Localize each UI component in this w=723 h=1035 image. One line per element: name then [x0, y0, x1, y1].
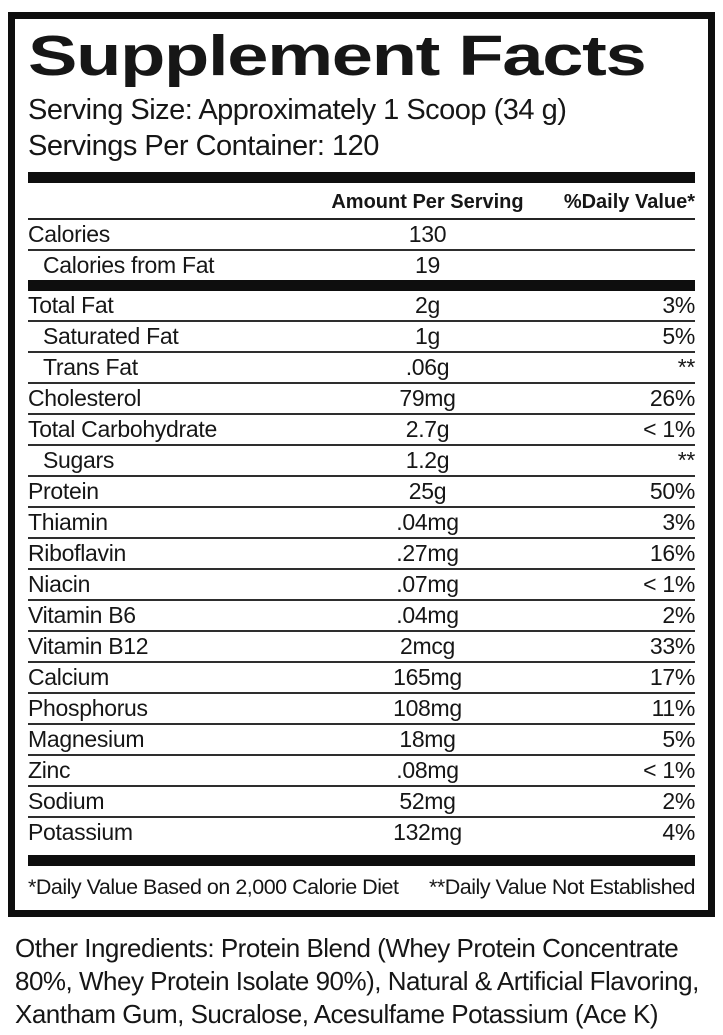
nutrient-amount: 2.7g [405, 415, 450, 442]
nutrient-amount: 52mg [399, 787, 456, 814]
nutrient-daily-value: < 1% [643, 415, 695, 442]
other-ingredients-text: Other Ingredients: Protein Blend (Whey P… [15, 932, 715, 1031]
nutrient-amount: 1.2g [405, 446, 450, 473]
nutrient-label: Trans Fat [43, 353, 138, 380]
nutrient-daily-value: 2% [662, 787, 695, 814]
nutrient-daily-value: 3% [662, 508, 695, 535]
nutrient-label: Phosphorus [28, 694, 148, 721]
nutrient-label: Cholesterol [28, 384, 142, 411]
divider-thick-bottom [28, 854, 695, 866]
serving-size-value: Approximately 1 Scoop (34 g) [198, 93, 567, 126]
table-row: Potassium 132mg 4% [28, 818, 695, 847]
nutrient-label: Niacin [28, 570, 91, 597]
table-header-row: Amount Per Serving %Daily Value* [28, 183, 695, 220]
nutrient-amount: 19 [415, 251, 440, 278]
nutrient-daily-value: < 1% [643, 570, 695, 597]
nutrient-daily-value: 3% [662, 291, 695, 318]
nutrient-daily-value: < 1% [643, 756, 695, 783]
table-row: Sugars 1.2g ** [28, 446, 695, 477]
facts-table-body: Calories 130 Calories from Fat 19 Total … [28, 220, 695, 847]
serving-size-label: Serving Size: [28, 93, 193, 126]
table-row: Calories 130 [28, 220, 695, 251]
nutrient-daily-value: ** [677, 446, 696, 473]
nutrient-amount: 165mg [393, 663, 462, 690]
nutrient-daily-value: 26% [649, 384, 695, 411]
table-row: Cholesterol 79mg 26% [28, 384, 695, 415]
table-row: Phosphorus 108mg 11% [28, 694, 695, 725]
nutrient-label: Calcium [28, 663, 109, 690]
table-row: Niacin .07mg < 1% [28, 570, 695, 601]
table-row: Calories from Fat 19 [28, 251, 695, 291]
footnotes-row: *Daily Value Based on 2,000 Calorie Diet… [28, 866, 695, 904]
table-row: Riboflavin .27mg 16% [28, 539, 695, 570]
nutrient-daily-value: 5% [662, 725, 695, 752]
table-row: Trans Fat .06g ** [28, 353, 695, 384]
nutrient-amount: .04mg [396, 508, 459, 535]
nutrient-label: Calories [28, 220, 110, 247]
nutrient-amount: 79mg [399, 384, 456, 411]
not-established-footnote: **Daily Value Not Established [429, 874, 695, 899]
servings-per-container-label: Servings Per Container: [28, 129, 325, 162]
nutrient-amount: .07mg [396, 570, 459, 597]
nutrient-daily-value: ** [677, 353, 696, 380]
supplement-facts-panel: Supplement Facts Serving Size: Approxima… [8, 12, 715, 917]
nutrient-label: Zinc [28, 756, 71, 783]
divider-thick-top [28, 171, 695, 183]
nutrient-label: Sugars [43, 446, 115, 473]
table-row: Thiamin .04mg 3% [28, 508, 695, 539]
nutrient-amount: .08mg [396, 756, 459, 783]
nutrient-label: Calories from Fat [43, 251, 215, 278]
servings-per-container-value: 120 [331, 129, 379, 162]
nutrient-amount: 25g [408, 477, 447, 504]
nutrient-amount: .04mg [396, 601, 459, 628]
table-row: Sodium 52mg 2% [28, 787, 695, 818]
nutrient-daily-value: 33% [649, 632, 695, 659]
nutrient-label: Magnesium [28, 725, 145, 752]
nutrient-label: Vitamin B6 [28, 601, 136, 628]
servings-per-container-line: Servings Per Container: 120 [28, 128, 695, 164]
nutrient-daily-value: 5% [662, 322, 695, 349]
serving-size-line: Serving Size: Approximately 1 Scoop (34 … [28, 92, 695, 128]
nutrient-amount: 2mcg [399, 632, 456, 659]
other-ingredients-value: Other Ingredients: Protein Blend (Whey P… [15, 932, 699, 1029]
nutrient-label: Protein [28, 477, 99, 504]
daily-value-footnote: *Daily Value Based on 2,000 Calorie Diet [28, 874, 399, 899]
nutrient-label: Vitamin B12 [28, 632, 149, 659]
nutrient-amount: 1g [415, 322, 440, 349]
nutrient-amount: .27mg [396, 539, 459, 566]
table-row: Magnesium 18mg 5% [28, 725, 695, 756]
nutrient-amount: 108mg [393, 694, 462, 721]
table-row: Total Fat 2g 3% [28, 291, 695, 322]
nutrient-label: Total Carbohydrate [28, 415, 217, 442]
table-row: Protein 25g 50% [28, 477, 695, 508]
table-row: Calcium 165mg 17% [28, 663, 695, 694]
nutrient-label: Potassium [28, 818, 133, 845]
nutrient-label: Total Fat [28, 291, 114, 318]
column-header-amount: Amount Per Serving [331, 190, 524, 213]
nutrient-amount: .06g [405, 353, 450, 380]
column-header-daily-value: %Daily Value* [563, 190, 695, 213]
nutrient-label: Saturated Fat [43, 322, 179, 349]
nutrient-daily-value: 50% [649, 477, 695, 504]
nutrient-amount: 130 [408, 220, 447, 247]
nutrient-daily-value: 11% [651, 694, 696, 721]
nutrient-label: Sodium [28, 787, 105, 814]
nutrient-daily-value: 2% [662, 601, 695, 628]
nutrient-label: Thiamin [28, 508, 108, 535]
nutrient-amount: 18mg [399, 725, 456, 752]
nutrient-amount: 2g [415, 291, 440, 318]
nutrient-label: Riboflavin [28, 539, 126, 566]
table-row: Total Carbohydrate 2.7g < 1% [28, 415, 695, 446]
nutrient-daily-value: 4% [662, 818, 695, 845]
table-row: Saturated Fat 1g 5% [28, 322, 695, 353]
table-row: Vitamin B12 2mcg 33% [28, 632, 695, 663]
table-row: Vitamin B6 .04mg 2% [28, 601, 695, 632]
nutrient-amount: 132mg [393, 818, 462, 845]
panel-title: Supplement Facts [28, 24, 647, 88]
nutrient-daily-value: 17% [649, 663, 695, 690]
table-row: Zinc .08mg < 1% [28, 756, 695, 787]
nutrient-daily-value: 16% [649, 539, 695, 566]
